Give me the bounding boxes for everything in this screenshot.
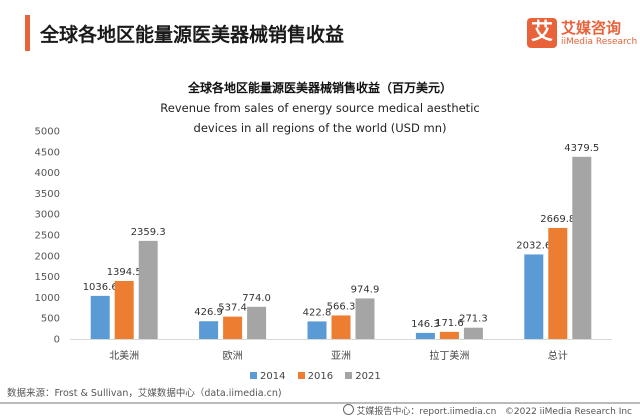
y-tick-label: 2000 (35, 251, 60, 262)
y-tick-label: 3000 (35, 210, 60, 221)
copyright: ©2022 iiMedia Research Inc (504, 407, 632, 417)
footer: 艾媒报告中心：report.iimedia.cn ©2022 iiMedia R… (343, 404, 632, 417)
y-tick-label: 5000 (35, 127, 60, 138)
bar-2016-1 (223, 316, 243, 339)
bar-2016-3 (439, 331, 459, 339)
legend-label: 2021 (355, 371, 381, 382)
legend-item-2021: 2021 (345, 371, 381, 382)
y-tick-label: 2500 (35, 231, 60, 242)
bar-2016-0 (114, 280, 134, 339)
data-label: 974.9 (351, 284, 380, 295)
iimedia-logo: 艾 艾媒咨询 iiMedia Research (527, 17, 638, 51)
data-label: 537.4 (218, 303, 247, 314)
logo-name-en: iiMedia Research (561, 37, 638, 47)
bar-2014-4 (524, 254, 544, 339)
bar-2016-4 (548, 227, 568, 339)
bar-2021-1 (247, 306, 267, 339)
report-center-icon (343, 404, 355, 415)
y-tick-label: 1500 (35, 272, 60, 283)
data-label: 2669.8 (540, 214, 575, 225)
legend-swatch-2014 (250, 372, 257, 379)
page-title: 全球各地区能量源医美器械销售收益 (40, 24, 345, 46)
legend-swatch-2016 (297, 372, 305, 379)
x-tick-label: 欧洲 (223, 350, 243, 362)
x-tick-label: 拉丁美洲 (429, 349, 469, 362)
logo-name-cn: 艾媒咨询 (561, 19, 622, 37)
bar-2021-0 (138, 240, 158, 339)
y-tick-label: 3500 (35, 189, 60, 200)
data-label: 146.3 (411, 319, 440, 330)
y-tick-label: 500 (41, 314, 60, 325)
bar-2014-2 (307, 321, 327, 339)
data-label: 1394.5 (107, 267, 142, 278)
data-label: 2032.6 (516, 240, 551, 251)
report-center-link[interactable]: 艾媒报告中心：report.iimedia.cn (356, 407, 497, 417)
chart-subtitle: Revenue from sales of energy source medi… (0, 98, 640, 138)
bar-2021-4 (572, 156, 592, 339)
x-tick-label: 亚洲 (331, 350, 351, 362)
data-label: 422.8 (303, 307, 332, 318)
data-label: 4379.5 (564, 143, 599, 154)
bar-2016-2 (331, 315, 351, 339)
bar-2014-0 (90, 295, 110, 339)
y-tick-label: 1000 (35, 293, 60, 304)
legend-label: 2014 (260, 371, 286, 382)
bar-2021-2 (355, 298, 375, 339)
data-label: 426.9 (194, 307, 223, 318)
legend-swatch-2021 (345, 372, 353, 379)
y-tick-label: 0 (54, 335, 60, 346)
legend-item-2014: 2014 (250, 371, 285, 382)
chart-title: 全球各地区能量源医美器械销售收益（百万美元） (187, 81, 452, 95)
legend-label: 2016 (307, 371, 334, 382)
data-source: 数据来源：Frost & Sullivan，艾媒数据中心（data.iimedi… (7, 388, 282, 399)
data-label: 1036.6 (83, 282, 118, 293)
x-tick-label: 北美洲 (109, 349, 139, 362)
title-accent-bar (25, 15, 30, 51)
y-tick-label: 4500 (35, 147, 60, 158)
legend: 2014 2016 2021 (250, 371, 390, 382)
data-label: 774.0 (242, 293, 271, 304)
data-label: 171.6 (435, 318, 464, 329)
footer-divider (0, 402, 640, 404)
chart-subtitle-line2: devices in all regions of the world (USD… (193, 121, 447, 135)
legend-item-2016: 2016 (297, 371, 334, 382)
chart-subtitle-line1: Revenue from sales of energy source medi… (160, 101, 480, 115)
data-label: 566.3 (327, 301, 356, 312)
bar-2014-1 (199, 321, 219, 339)
data-label: 271.3 (459, 314, 488, 325)
bar-2014-3 (415, 332, 435, 339)
data-label: 2359.3 (131, 227, 166, 238)
logo-mark-icon: 艾 (527, 18, 557, 48)
bar-2021-3 (463, 327, 483, 339)
y-tick-label: 4000 (35, 168, 60, 179)
x-tick-label: 总计 (548, 349, 568, 362)
